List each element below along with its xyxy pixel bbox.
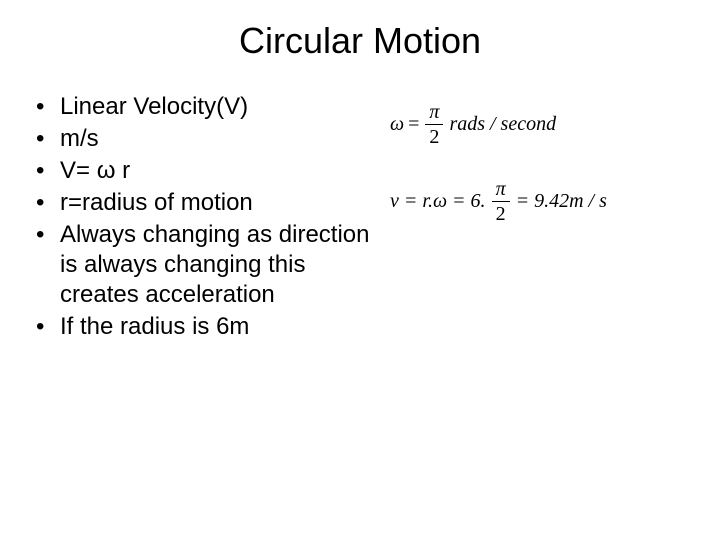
list-item: V= ω r: [30, 156, 390, 186]
eq-fraction: π 2: [425, 102, 443, 147]
eq-fraction: π 2: [492, 179, 510, 224]
list-item: m/s: [30, 124, 390, 154]
equation-omega: ω = π 2 rads / second: [390, 102, 700, 147]
equation-column: ω = π 2 rads / second v = r.ω = 6. π 2 =…: [390, 92, 700, 344]
fraction-denominator: 2: [492, 202, 510, 224]
list-item: If the radius is 6m: [30, 312, 390, 342]
fraction-denominator: 2: [425, 125, 443, 147]
eq-var: ω: [390, 113, 404, 136]
eq-unit: rads / second: [449, 113, 556, 136]
bullet-column: Linear Velocity(V) m/s V= ω r r=radius o…: [30, 92, 390, 344]
list-item: Linear Velocity(V): [30, 92, 390, 122]
slide-title: Circular Motion: [0, 0, 720, 92]
equation-velocity: v = r.ω = 6. π 2 = 9.42m / s: [390, 179, 700, 224]
content-area: Linear Velocity(V) m/s V= ω r r=radius o…: [0, 92, 720, 344]
fraction-numerator: π: [492, 179, 510, 202]
eq-result: = 9.42m / s: [516, 190, 607, 213]
bullet-list: Linear Velocity(V) m/s V= ω r r=radius o…: [30, 92, 390, 342]
eq-prefix: v = r.ω = 6.: [390, 190, 486, 213]
list-item: Always changing as direction is always c…: [30, 220, 390, 310]
list-item: r=radius of motion: [30, 188, 390, 218]
fraction-numerator: π: [425, 102, 443, 125]
eq-equals: =: [408, 113, 419, 136]
